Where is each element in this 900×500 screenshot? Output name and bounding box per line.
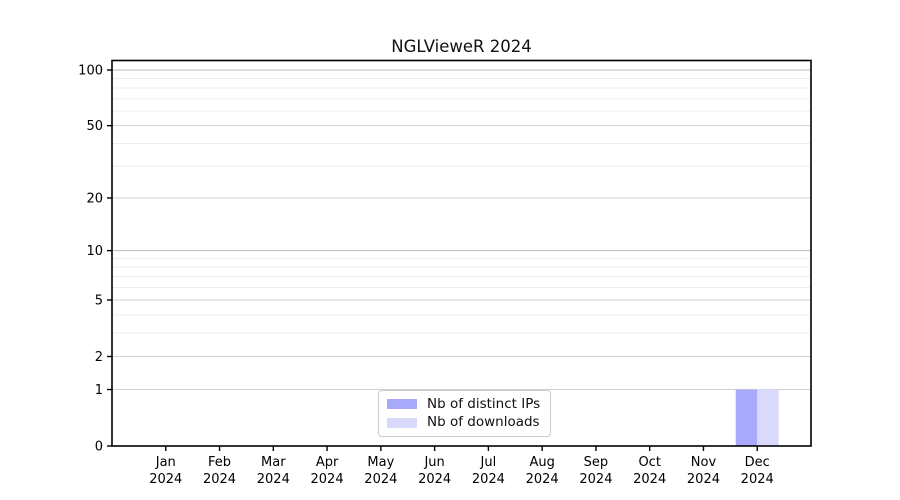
legend-label-downloads: Nb of downloads — [427, 414, 540, 430]
legend-swatch-downloads — [387, 417, 417, 428]
x-tick-label-month: Jul — [480, 455, 497, 470]
y-tick-label: 1 — [95, 383, 103, 398]
x-tick-label-month: Oct — [638, 455, 660, 470]
x-tick-label-year: 2024 — [149, 472, 182, 487]
x-tick-label-year: 2024 — [257, 472, 290, 487]
y-tick-label: 50 — [86, 119, 103, 134]
x-tick-label-month: Dec — [745, 455, 770, 470]
legend-item-distinct-ips: Nb of distinct IPs — [387, 395, 550, 412]
legend-label-distinct-ips: Nb of distinct IPs — [427, 395, 541, 412]
y-tick-label: 5 — [95, 294, 103, 309]
x-tick-label-year: 2024 — [526, 472, 559, 487]
x-tick-label-year: 2024 — [633, 472, 666, 487]
x-tick-label-year: 2024 — [687, 472, 720, 487]
x-tick-label-year: 2024 — [579, 472, 612, 487]
x-tick-label-month: Apr — [316, 455, 339, 470]
x-tick-label-month: Sep — [584, 455, 609, 470]
x-tick-label-year: 2024 — [203, 472, 236, 487]
x-tick-label-month: Feb — [208, 455, 231, 470]
y-tick-label: 100 — [78, 64, 103, 79]
x-tick-label-month: Mar — [261, 455, 286, 470]
legend-swatch-distinct-ips — [387, 399, 417, 410]
x-tick-label-year: 2024 — [741, 472, 774, 487]
x-tick-label-month: Aug — [529, 455, 554, 470]
x-tick-label-month: Nov — [691, 455, 717, 470]
y-tick-label: 2 — [95, 350, 103, 365]
legend-item-downloads: Nb of downloads — [387, 414, 550, 430]
x-tick-label-year: 2024 — [311, 472, 344, 487]
x-tick-label-month: Jan — [155, 455, 176, 470]
chart-title: NGLVieweR 2024 — [391, 37, 532, 56]
x-tick-label-year: 2024 — [418, 472, 451, 487]
x-tick-label-month: Jun — [423, 455, 444, 470]
legend: Nb of distinct IPs Nb of downloads — [378, 390, 551, 437]
axes-frame — [111, 59, 812, 447]
y-tick-label: 20 — [86, 191, 103, 206]
x-tick-label-year: 2024 — [364, 472, 397, 487]
y-tick-label: 10 — [86, 244, 103, 259]
x-tick-label-year: 2024 — [472, 472, 505, 487]
bar-downloads-dec — [757, 389, 779, 446]
y-tick-label: 0 — [95, 440, 103, 455]
bar-distinct-ips-dec — [735, 389, 758, 446]
x-tick-label-month: May — [367, 455, 394, 470]
